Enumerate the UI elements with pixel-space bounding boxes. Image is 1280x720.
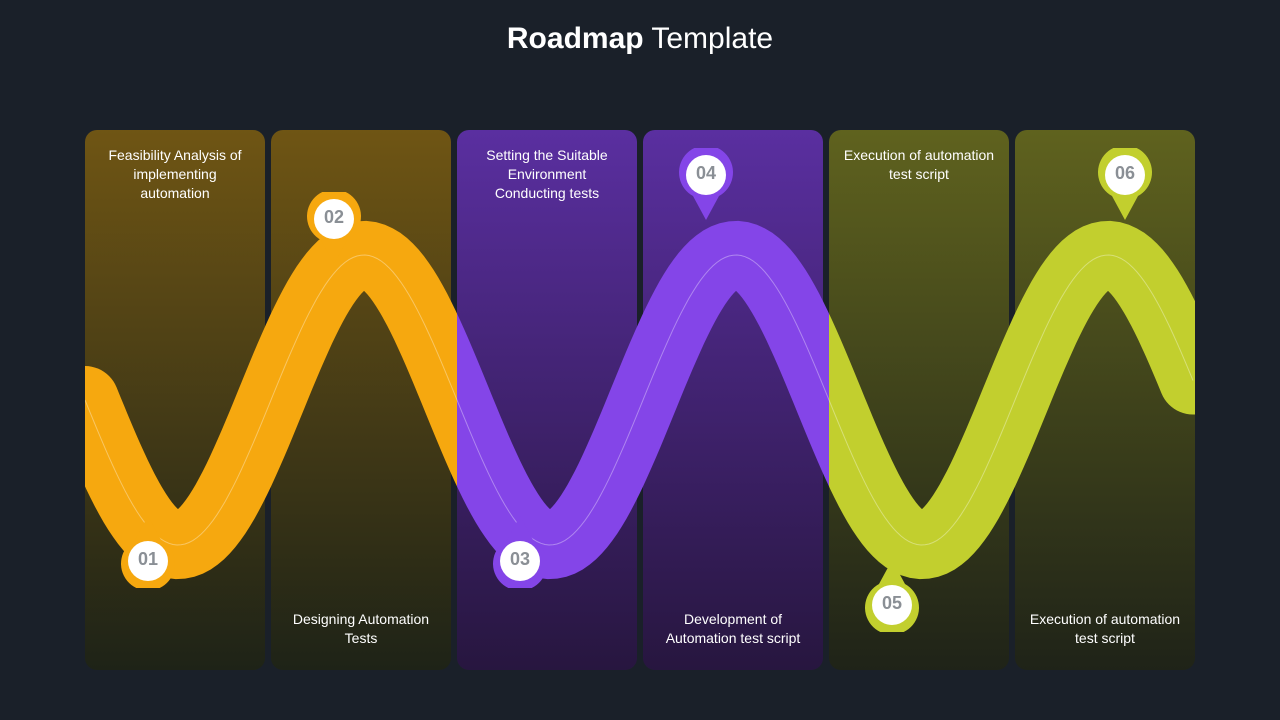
roadmap-pin-03: 03 [493,516,547,588]
roadmap-pin-04: 04 [679,148,733,220]
roadmap-pin-01: 01 [121,516,175,588]
roadmap-pin-number-02: 02 [307,207,361,228]
roadmap-card-02: Designing Automation Tests [271,130,451,670]
page-title: Roadmap Template [0,22,1280,56]
roadmap-pin-05: 05 [865,560,919,632]
roadmap-card-label-06: Execution of automation test script [1015,610,1195,648]
roadmap-card-label-04: Development of Automation test script [643,610,823,648]
roadmap-card-label-01: Feasibility Analysis of implementing aut… [85,146,265,203]
roadmap-card-01: Feasibility Analysis of implementing aut… [85,130,265,670]
title-light: Template [651,22,773,55]
title-bold: Roadmap [507,22,644,55]
roadmap-card-label-05: Execution of automation test script [829,146,1009,184]
roadmap-pin-06: 06 [1098,148,1152,220]
roadmap-card-05: Execution of automation test script [829,130,1009,670]
roadmap-pin-number-04: 04 [679,163,733,184]
roadmap-card-04: Development of Automation test script [643,130,823,670]
roadmap-pin-number-03: 03 [493,549,547,570]
roadmap-pin-number-06: 06 [1098,163,1152,184]
roadmap-stage: Feasibility Analysis of implementing aut… [85,130,1195,670]
roadmap-card-label-03: Setting the Suitable Environment Conduct… [457,146,637,203]
roadmap-card-label-02: Designing Automation Tests [271,610,451,648]
roadmap-pin-02: 02 [307,192,361,264]
roadmap-pin-number-05: 05 [865,593,919,614]
roadmap-pin-number-01: 01 [121,549,175,570]
roadmap-card-03: Setting the Suitable Environment Conduct… [457,130,637,670]
